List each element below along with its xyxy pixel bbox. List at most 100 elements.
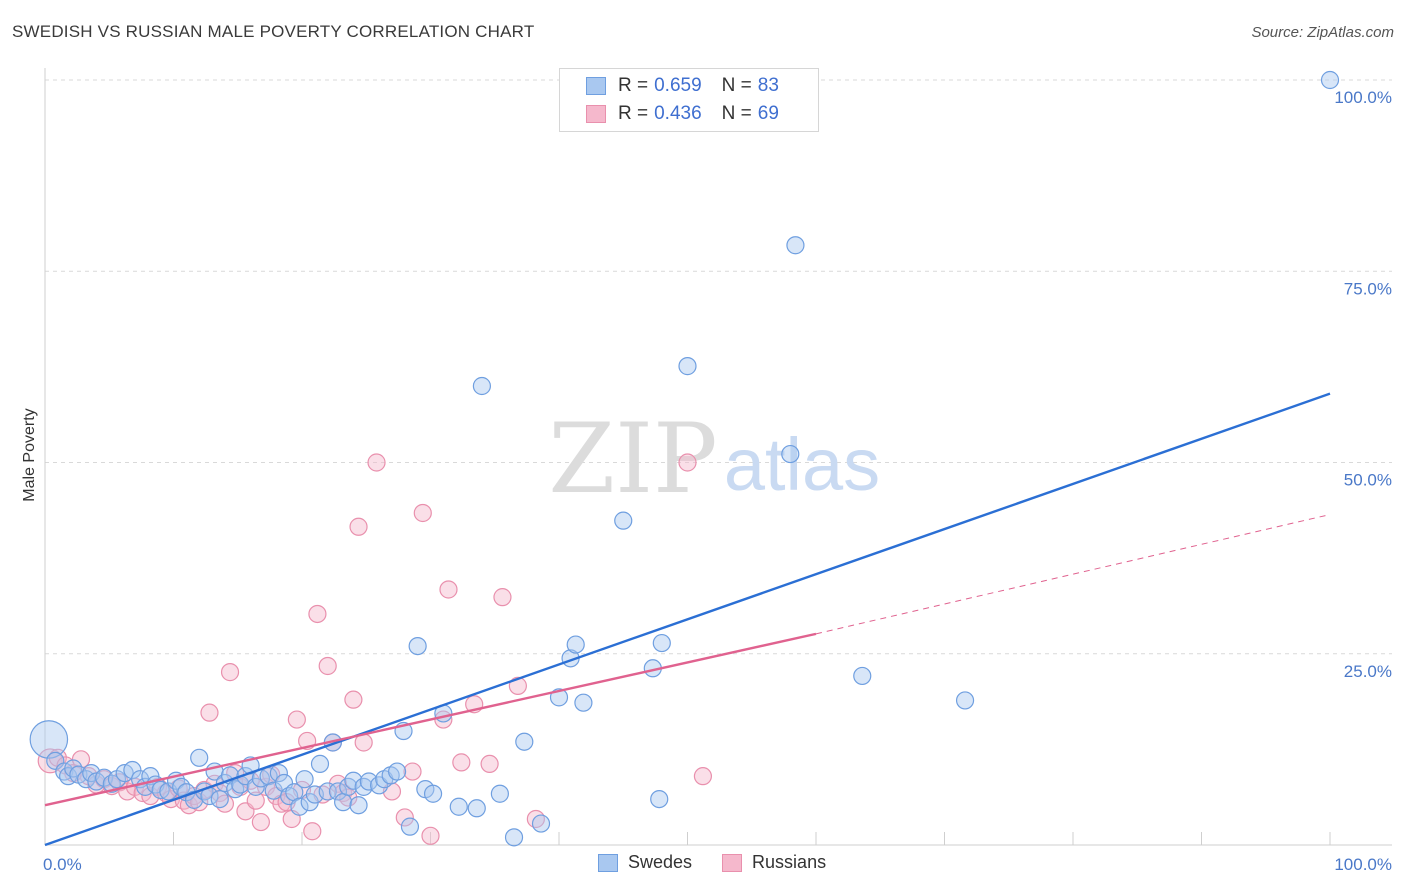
- swedes-point: [853, 666, 872, 686]
- swedes-point: [269, 763, 288, 783]
- swedes-point: [290, 797, 309, 816]
- y-axis-label: Male Poverty: [21, 408, 38, 501]
- swedes-point: [172, 777, 191, 796]
- russians-point: [328, 774, 348, 793]
- legend-n-value: 83: [757, 75, 779, 96]
- swedes-point: [472, 376, 491, 396]
- legend-r-label: R =: [618, 103, 649, 124]
- russians-point: [71, 750, 91, 769]
- russians-point: [693, 767, 713, 786]
- russians-point: [303, 822, 322, 841]
- swedes-point: [1320, 70, 1340, 90]
- series-legend: Swedes Russians: [598, 852, 856, 873]
- russians-point: [308, 604, 327, 624]
- swedes-point: [354, 777, 373, 796]
- swedes-point: [310, 754, 330, 774]
- grid-lines: [45, 79, 1392, 655]
- swedes-point: [387, 762, 407, 781]
- russians-point: [246, 791, 265, 810]
- swedes-point: [328, 782, 348, 801]
- trendlines: [44, 392, 1331, 847]
- legend-r-value: 0.659: [654, 75, 702, 96]
- swedes-point: [650, 789, 669, 809]
- swedes-point: [295, 770, 314, 789]
- russians-point: [200, 703, 219, 722]
- swedes-point: [467, 799, 486, 818]
- russians-point: [141, 786, 160, 806]
- swedes-point: [678, 357, 697, 376]
- watermark-zip: ZIP: [548, 403, 717, 515]
- swedes-point: [334, 793, 353, 812]
- swedes-swatch: [586, 77, 606, 95]
- chart-title: SWEDISH VS RUSSIAN MALE POVERTY CORRELAT…: [12, 22, 535, 41]
- swedes-point: [359, 772, 378, 791]
- russians-swatch: [586, 105, 606, 123]
- swedes-point: [449, 797, 468, 816]
- legend-n-label: N =: [721, 75, 752, 96]
- russians-point: [395, 808, 414, 827]
- russians-point: [349, 517, 368, 536]
- swedes-point: [781, 444, 800, 464]
- russians-point: [421, 826, 440, 845]
- russians-point: [287, 710, 306, 729]
- swedes-point: [190, 748, 209, 767]
- swedes-point: [408, 636, 427, 656]
- swedes-point: [614, 511, 633, 530]
- russians-point: [452, 753, 471, 772]
- swedes-point: [123, 760, 142, 780]
- swedes-point: [531, 814, 551, 833]
- swedes-point: [29, 720, 69, 759]
- swedes-point: [318, 782, 337, 801]
- y-tick-label: 100.0%: [1334, 88, 1392, 107]
- legend-r-label: R =: [618, 75, 649, 96]
- russians-legend-swatch: [722, 853, 743, 872]
- russians-point: [344, 690, 363, 709]
- swedes-point: [490, 784, 509, 803]
- russians-point: [318, 656, 337, 676]
- y-tick-label: 25.0%: [1344, 662, 1392, 681]
- legend-row-russians: R = 0.436 N = 69: [586, 101, 799, 127]
- y-tick-label: 75.0%: [1344, 279, 1392, 298]
- legend-item-russians: Russians: [722, 852, 826, 873]
- swedes-point: [400, 817, 420, 836]
- x-tick-label: 0.0%: [43, 855, 82, 874]
- swedes-point: [344, 771, 363, 790]
- russians-point: [220, 663, 240, 682]
- russians-point: [251, 812, 270, 832]
- watermark-atlas: atlas: [724, 423, 880, 506]
- tick-labels: 0.0% 100.0% 25.0% 50.0% 75.0% 100.0%: [43, 88, 1392, 874]
- swedes-point: [151, 780, 170, 800]
- swedes-point: [955, 691, 975, 710]
- russians-trendline: [44, 632, 817, 807]
- russians-point: [480, 754, 499, 774]
- watermark: ZIP atlas: [548, 403, 880, 515]
- russians-point: [493, 588, 512, 607]
- russians-legend-label: Russians: [752, 852, 827, 872]
- swedes-legend-label: Swedes: [628, 852, 693, 872]
- swedes-legend-swatch: [598, 853, 618, 872]
- legend-row-swedes: R = 0.659 N = 83: [586, 73, 799, 99]
- x-tick-label: 100.0%: [1334, 855, 1392, 874]
- russians-trendline-extension: [815, 514, 1331, 635]
- swedes-point: [566, 635, 585, 654]
- swedes-trendline: [44, 392, 1331, 847]
- axes: [44, 68, 1392, 846]
- russians-point: [678, 453, 697, 472]
- legend-n-label: N =: [721, 103, 752, 124]
- swedes-point: [515, 732, 534, 751]
- russians-point: [367, 453, 386, 472]
- russians-point: [413, 503, 432, 523]
- russians-point: [439, 580, 458, 599]
- russians-point: [403, 762, 422, 781]
- legend-item-swedes: Swedes: [598, 852, 692, 873]
- legend: R = 0.659 N = 83 R = 0.436 N = 69: [559, 68, 819, 132]
- legend-n-value: 69: [757, 103, 779, 124]
- swedes-point: [210, 789, 229, 809]
- legend-r-value: 0.436: [654, 103, 702, 124]
- swedes-point: [786, 236, 805, 255]
- y-tick-label: 50.0%: [1344, 471, 1392, 490]
- swedes-point: [423, 784, 443, 803]
- swedes-point: [349, 796, 368, 815]
- swedes-point: [504, 828, 524, 847]
